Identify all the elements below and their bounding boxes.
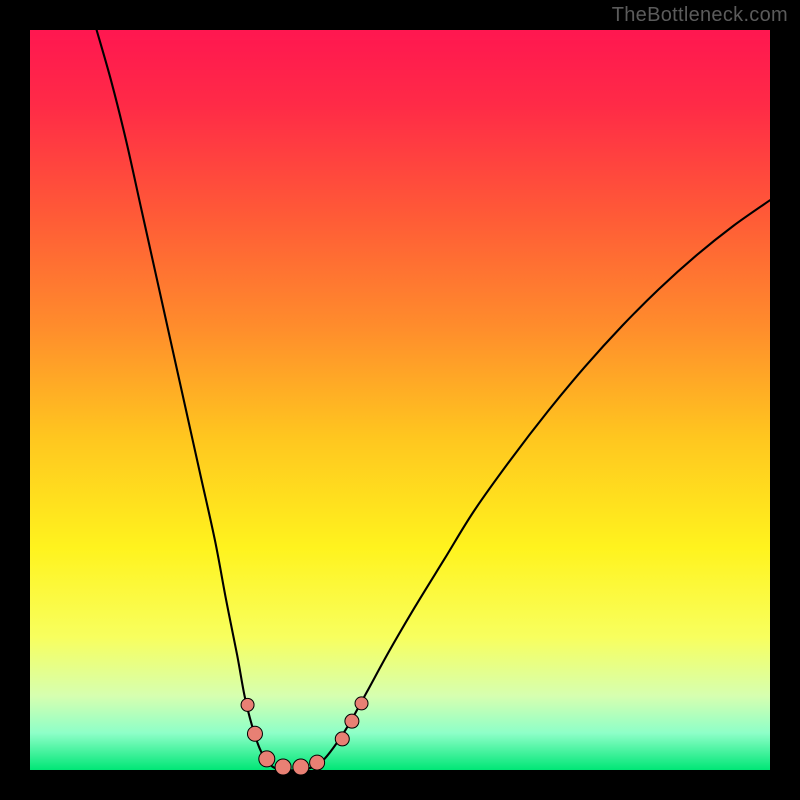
curve-marker xyxy=(345,714,359,728)
curve-marker xyxy=(241,698,254,711)
watermark-text: TheBottleneck.com xyxy=(612,4,788,27)
curve-marker xyxy=(355,697,368,710)
curve-marker xyxy=(293,759,309,775)
curve-marker xyxy=(310,755,325,770)
curve-marker xyxy=(335,732,349,746)
curve-marker xyxy=(275,759,291,775)
curve-marker xyxy=(259,751,275,767)
chart-frame: TheBottleneck.com xyxy=(0,0,800,800)
gradient-plot-area xyxy=(30,30,770,770)
curve-marker xyxy=(247,726,262,741)
bottleneck-chart-svg xyxy=(0,0,800,800)
